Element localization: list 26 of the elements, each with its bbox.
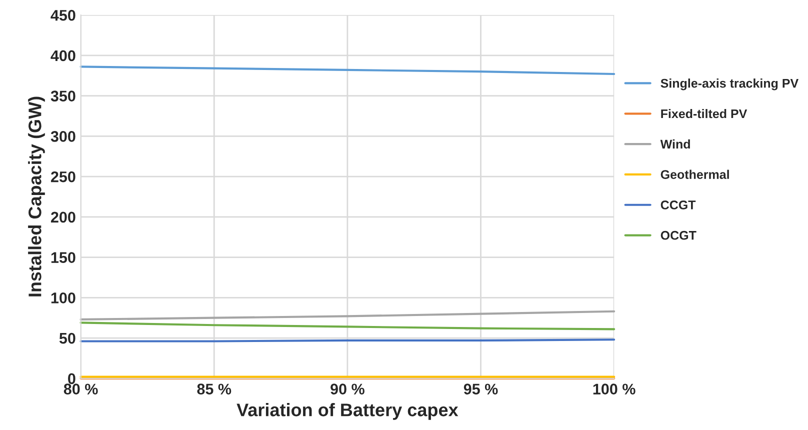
line-series bbox=[80, 310, 616, 320]
line-series bbox=[80, 322, 616, 330]
legend-label: Single-axis tracking PV bbox=[660, 78, 798, 90]
x-tick-label: 100 % bbox=[593, 384, 636, 394]
x-tick-label: 90 % bbox=[330, 384, 364, 394]
y-tick-label: 100 bbox=[51, 292, 76, 304]
legend-label: Fixed-tilted PV bbox=[661, 108, 748, 118]
y-tick-label: 300 bbox=[50, 131, 76, 142]
legend-label: Geothermal bbox=[660, 170, 729, 179]
y-tick-label: 400 bbox=[50, 50, 76, 62]
y-tick-label: 150 bbox=[51, 252, 76, 263]
y-tick-label: 450 bbox=[50, 10, 76, 21]
y-axis-title: Installed Capacity (GW) bbox=[28, 96, 45, 296]
y-tick-label: 200 bbox=[50, 212, 76, 223]
y-tick-label: 50 bbox=[59, 332, 76, 344]
x-tick-label: 80 % bbox=[64, 384, 98, 394]
y-tick-label: 350 bbox=[50, 90, 76, 102]
legend-label: Wind bbox=[660, 139, 690, 149]
legend-label: CCGT bbox=[660, 200, 696, 210]
y-tick-label: 250 bbox=[50, 171, 76, 182]
legend-label: OCGT bbox=[660, 230, 696, 240]
x-tick-label: 95 % bbox=[464, 384, 498, 394]
y-tick-label: 0 bbox=[68, 373, 76, 384]
line-series bbox=[80, 66, 616, 76]
x-axis-title: Variation of Battery capex bbox=[236, 403, 458, 420]
x-tick-label: 85 % bbox=[197, 384, 232, 394]
